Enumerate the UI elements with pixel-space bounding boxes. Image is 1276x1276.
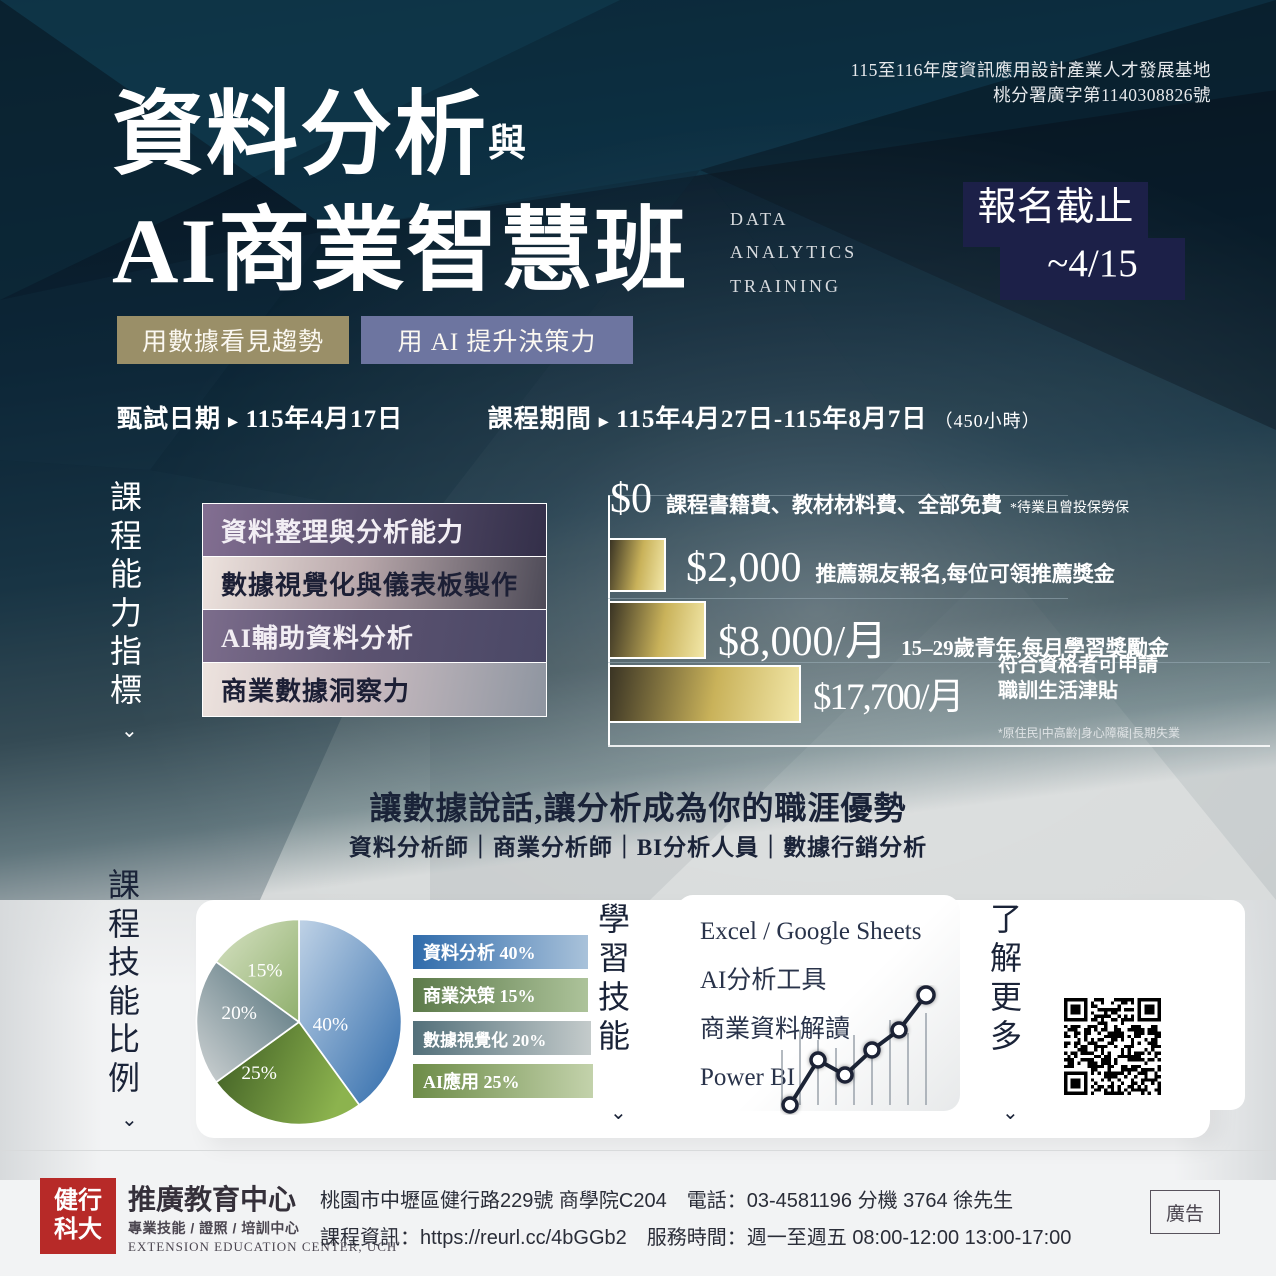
svg-text:25%: 25% xyxy=(241,1063,277,1084)
svg-text:40%: 40% xyxy=(313,1015,349,1036)
svg-text:20%: 20% xyxy=(221,1003,257,1024)
svg-text:15%: 15% xyxy=(247,960,283,981)
